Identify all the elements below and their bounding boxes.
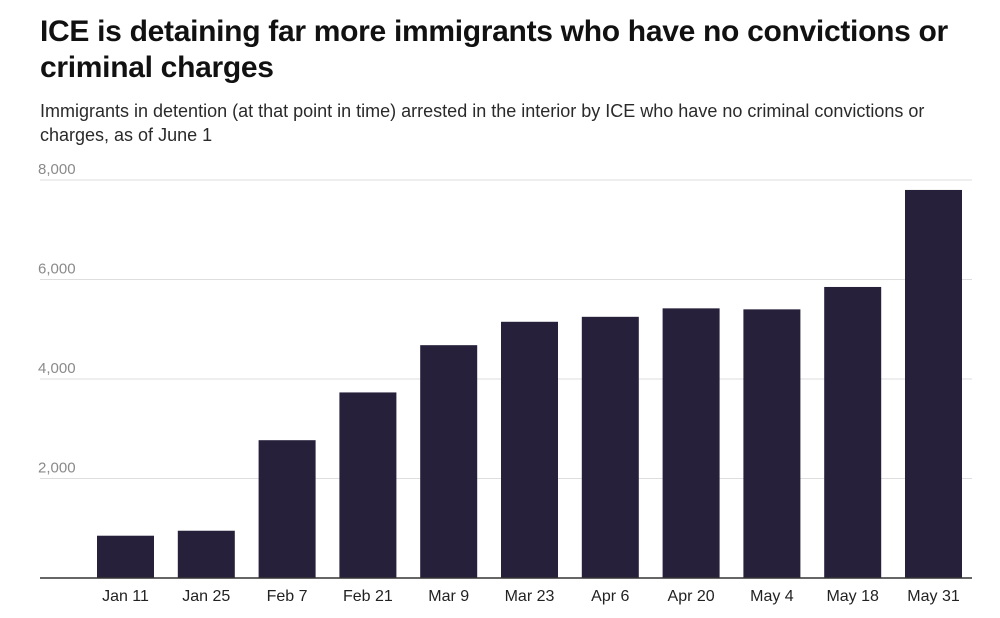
bar — [824, 286, 882, 578]
y-tick-label: 8,000 — [38, 161, 76, 178]
bar — [177, 530, 235, 578]
x-tick-label: Mar 9 — [428, 588, 469, 605]
x-tick-label: Feb 21 — [343, 588, 393, 605]
chart-subtitle: Immigrants in detention (at that point i… — [40, 101, 925, 145]
bar — [501, 321, 558, 578]
x-tick-label: Jan 11 — [102, 588, 149, 605]
bar — [97, 535, 154, 578]
x-tick-label: May 18 — [826, 588, 879, 605]
x-tick-label: Apr 6 — [591, 588, 629, 605]
bar — [743, 309, 801, 578]
x-tick-label: May 31 — [907, 588, 960, 605]
x-tick-label: Jan 25 — [182, 588, 230, 605]
y-axis-tick-labels: 2,000 4,000 6,000 8,000 — [38, 161, 76, 477]
y-tick-label: 4,000 — [38, 360, 76, 377]
bar — [662, 308, 720, 578]
x-tick-label: May 4 — [750, 588, 794, 605]
x-tick-label: Apr 20 — [668, 588, 715, 605]
x-axis-category-labels: Jan 11 Jan 25 Feb 7 Feb 21 Mar 9 Mar 23 Apr 6 A… — [102, 588, 960, 605]
bar — [258, 440, 316, 578]
chart-title: ICE is detaining far more immigrants who… — [40, 15, 948, 84]
bar — [339, 392, 397, 578]
bars — [97, 189, 962, 578]
y-tick-label: 2,000 — [38, 460, 76, 477]
bar — [581, 316, 639, 578]
bar — [905, 189, 962, 578]
y-tick-label: 6,000 — [38, 261, 76, 278]
x-tick-label: Feb 7 — [267, 588, 308, 605]
bar-chart: 2,000 4,000 6,000 8,000 Jan 11 Jan 25 Feb 7 Fe… — [38, 161, 972, 605]
bar — [420, 345, 478, 578]
x-tick-label: Mar 23 — [505, 588, 555, 605]
